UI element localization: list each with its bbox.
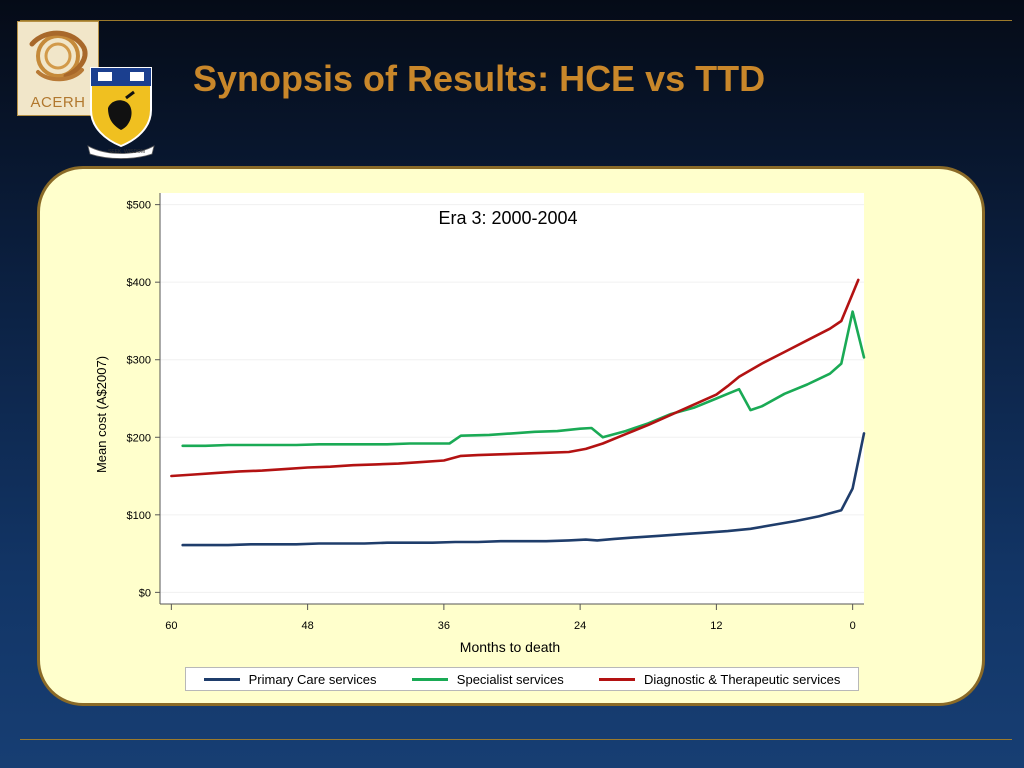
legend-item-diagnostic: Diagnostic & Therapeutic services bbox=[599, 672, 840, 687]
x-tick-label: 0 bbox=[850, 620, 856, 632]
legend-swatch-diagnostic bbox=[599, 677, 636, 681]
legend-swatch-primary-care bbox=[203, 677, 240, 681]
x-tick-label: 48 bbox=[301, 620, 313, 632]
y-tick-label: $100 bbox=[127, 510, 151, 522]
top-divider bbox=[20, 20, 1012, 21]
chart-legend: Primary Care services Specialist service… bbox=[185, 667, 859, 691]
y-tick-label: $200 bbox=[127, 432, 151, 444]
series-line-diagnostic bbox=[170, 278, 860, 478]
x-tick-label: 60 bbox=[165, 620, 177, 632]
crest-motto-left: SEEK bbox=[108, 149, 122, 155]
legend-item-specialist: Specialist services bbox=[411, 671, 564, 687]
university-crest-icon: SEEK WISDOM bbox=[87, 67, 155, 159]
x-tick-label: 12 bbox=[710, 620, 722, 632]
acerh-emblem-icon bbox=[29, 30, 88, 82]
slide-title: Synopsis of Results: HCE vs TTD bbox=[193, 58, 766, 99]
legend-label-primary-care: Primary Care services bbox=[248, 671, 377, 687]
y-axis-title: Mean cost (A$2007) bbox=[94, 356, 109, 473]
acerh-logo-text: ACERH bbox=[30, 94, 86, 111]
y-tick-label: $500 bbox=[127, 200, 151, 212]
x-axis-title: Months to death bbox=[460, 639, 560, 655]
x-tick-label: 36 bbox=[438, 620, 450, 632]
y-tick-label: $400 bbox=[127, 277, 151, 289]
bottom-divider bbox=[20, 739, 1012, 740]
legend-swatch-specialist bbox=[411, 677, 448, 681]
x-tick-label: 24 bbox=[574, 620, 586, 632]
chart-title: Era 3: 2000-2004 bbox=[438, 208, 577, 228]
y-tick-label: $300 bbox=[127, 355, 151, 367]
series-line-primary-care bbox=[181, 432, 866, 547]
legend-item-primary-care: Primary Care services bbox=[203, 671, 377, 687]
y-tick-label: $0 bbox=[139, 587, 151, 599]
legend-label-specialist: Specialist services bbox=[456, 671, 564, 687]
series-line-specialist bbox=[181, 310, 866, 448]
plot-area bbox=[160, 193, 864, 604]
crest-motto-right: WISDOM bbox=[124, 149, 145, 155]
acerh-logo: ACERH bbox=[17, 21, 99, 116]
legend-label-diagnostic: Diagnostic & Therapeutic services bbox=[644, 671, 841, 687]
